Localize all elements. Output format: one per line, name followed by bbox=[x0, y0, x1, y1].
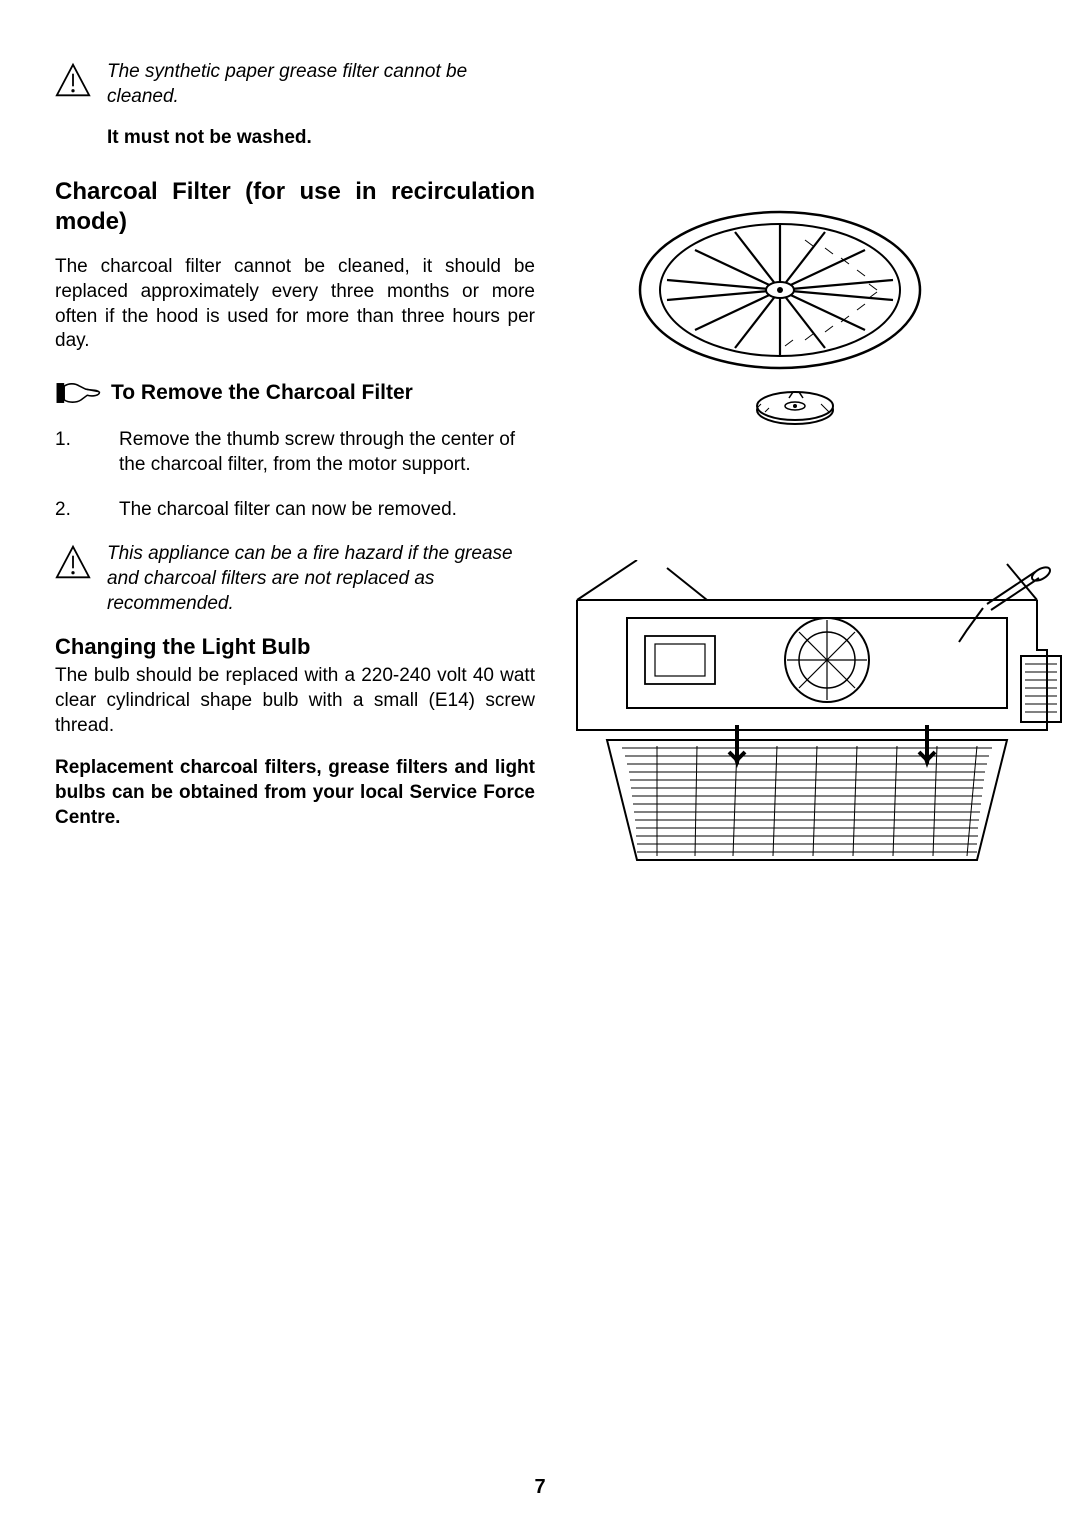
charcoal-filter-figure bbox=[625, 200, 935, 440]
subheading-row-remove-filter: To Remove the Charcoal Filter bbox=[55, 378, 535, 408]
warning-block-1: The synthetic paper grease filter cannot… bbox=[55, 60, 535, 109]
charcoal-body-text: The charcoal filter cannot be cleaned, i… bbox=[55, 255, 535, 354]
warning-text-2: This appliance can be a fire hazard if t… bbox=[107, 542, 535, 616]
section-heading-lightbulb: Changing the Light Bulb bbox=[55, 634, 535, 660]
list-number: 2. bbox=[55, 498, 79, 523]
replacement-info-text: Replacement charcoal filters, grease fil… bbox=[55, 756, 535, 830]
must-not-wash-text: It must not be washed. bbox=[107, 127, 535, 149]
warning-icon bbox=[55, 62, 91, 98]
lightbulb-body-text: The bulb should be replaced with a 220-2… bbox=[55, 664, 535, 738]
list-text: The charcoal filter can now be removed. bbox=[119, 498, 535, 523]
hand-pointing-icon bbox=[55, 378, 101, 408]
warning-block-2: This appliance can be a fire hazard if t… bbox=[55, 542, 535, 616]
warning-text-1: The synthetic paper grease filter cannot… bbox=[107, 60, 535, 109]
list-number: 1. bbox=[55, 428, 79, 477]
subheading-remove-charcoal: To Remove the Charcoal Filter bbox=[111, 381, 413, 405]
list-item: 2. The charcoal filter can now be remove… bbox=[55, 498, 535, 523]
warning-icon bbox=[55, 544, 91, 580]
section-heading-charcoal: Charcoal Filter (for use in recirculatio… bbox=[55, 177, 535, 237]
page-number: 7 bbox=[0, 1476, 1080, 1499]
list-text: Remove the thumb screw through the cente… bbox=[119, 428, 535, 477]
list-item: 1. Remove the thumb screw through the ce… bbox=[55, 428, 535, 477]
hood-lightbulb-figure bbox=[567, 560, 1067, 880]
